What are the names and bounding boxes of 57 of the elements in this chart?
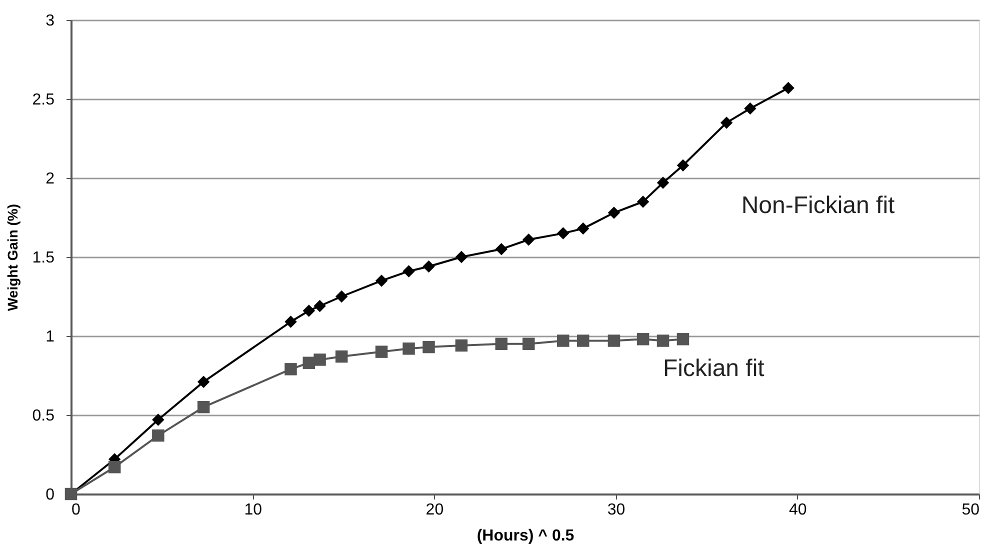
point [676, 159, 690, 172]
point [375, 346, 388, 358]
point [314, 300, 326, 312]
point [557, 334, 570, 347]
y-tick-label: 0 [46, 486, 55, 504]
point [422, 260, 435, 273]
point [302, 356, 316, 369]
point [608, 206, 620, 219]
point [335, 350, 348, 363]
point [676, 333, 690, 346]
point [335, 290, 348, 303]
point [152, 429, 164, 442]
point [375, 274, 388, 287]
point [656, 176, 670, 189]
point [302, 304, 316, 317]
x-tick-label: 20 [426, 502, 444, 518]
y-tick-label: 1.5 [32, 250, 55, 266]
point [608, 334, 620, 347]
x-tick-label: 30 [607, 502, 626, 518]
x-tick-label: 50 [962, 502, 980, 518]
y-tick-label: 0.5 [32, 408, 55, 424]
point [720, 116, 733, 129]
point [455, 339, 468, 352]
point [284, 363, 297, 376]
y-tick-label: 1 [46, 328, 55, 346]
point [152, 414, 164, 426]
x-tick-label: 0 [72, 502, 80, 518]
point [656, 334, 670, 347]
point [402, 342, 415, 355]
point [495, 338, 508, 350]
point [744, 102, 756, 115]
x-tick-label: 40 [789, 502, 807, 518]
point [422, 340, 435, 354]
point [636, 333, 650, 346]
point [402, 265, 415, 278]
point [782, 82, 794, 94]
point [314, 354, 326, 366]
text: Non-Fickian fit [741, 192, 896, 219]
x-axis-title: (Hours) ^ 0.5 [476, 528, 574, 544]
point [284, 316, 297, 328]
point [522, 233, 535, 246]
point [197, 400, 210, 414]
point [522, 338, 535, 350]
x-tick-label: 10 [244, 502, 262, 518]
point [197, 376, 210, 388]
point [636, 196, 650, 208]
point [455, 250, 468, 264]
point [108, 461, 121, 474]
point [495, 242, 508, 256]
y-axis-title: Weight Gain (%) [4, 204, 20, 312]
point [576, 222, 590, 235]
point [557, 227, 570, 240]
point [576, 334, 590, 347]
y-tick-label: 2.5 [32, 92, 55, 108]
series-label: Fickian fit [662, 355, 765, 382]
y-tick-label: 3 [46, 12, 55, 30]
y-tick-label: 2 [46, 170, 55, 188]
